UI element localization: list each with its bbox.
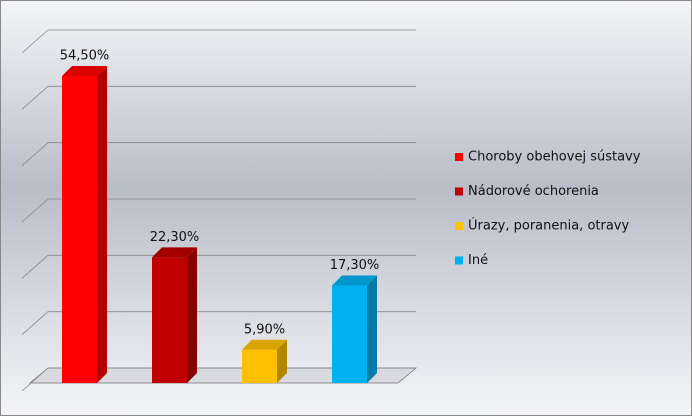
grid-line — [21, 254, 416, 279]
grid-line — [21, 85, 416, 110]
data-label: 22,30% — [150, 230, 200, 245]
data-label: 54,50% — [60, 48, 110, 63]
bar-top — [62, 65, 107, 76]
data-label: 5,90% — [244, 322, 285, 337]
bar — [332, 285, 367, 383]
legend-label: Choroby obehovej sústavy — [468, 150, 641, 165]
bar-top — [332, 275, 377, 286]
bar-side — [187, 247, 197, 383]
legend-swatch — [455, 256, 463, 265]
bar — [242, 349, 277, 383]
bar-side — [97, 65, 107, 383]
grid-line — [21, 367, 416, 392]
bar-side — [277, 339, 287, 383]
grid-line — [21, 311, 416, 335]
bar — [62, 75, 97, 383]
bar — [152, 257, 187, 383]
legend-label: Iné — [468, 253, 488, 268]
bar-side — [367, 275, 377, 383]
bar-top — [152, 247, 197, 258]
plot-area: 54,50% 22,30% 5,90% 17,30% — [21, 29, 418, 392]
data-label: 17,30% — [330, 258, 380, 273]
grid-line — [21, 142, 416, 166]
legend-label: Úrazy, poranenia, otravy — [468, 218, 629, 234]
legend: Choroby obehovej sústavy Nádorové ochoren… — [455, 150, 641, 268]
bar-top — [242, 339, 287, 350]
grid-line — [21, 198, 416, 223]
legend-swatch — [455, 222, 463, 230]
legend-label: Nádorové ochorenia — [468, 184, 599, 199]
legend-swatch — [455, 187, 463, 196]
legend-swatch — [455, 153, 463, 161]
grid-line — [21, 29, 416, 54]
